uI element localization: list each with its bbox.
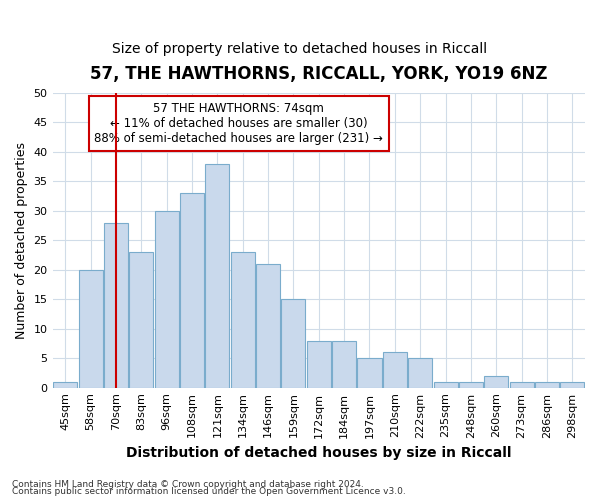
Bar bbox=[53, 382, 77, 388]
Text: Size of property relative to detached houses in Riccall: Size of property relative to detached ho… bbox=[112, 42, 488, 56]
Bar bbox=[205, 164, 229, 388]
Bar bbox=[256, 264, 280, 388]
Bar bbox=[560, 382, 584, 388]
Bar bbox=[408, 358, 432, 388]
Text: 57 THE HAWTHORNS: 74sqm
← 11% of detached houses are smaller (30)
88% of semi-de: 57 THE HAWTHORNS: 74sqm ← 11% of detache… bbox=[94, 102, 383, 144]
Bar bbox=[383, 352, 407, 388]
Bar bbox=[509, 382, 533, 388]
Bar bbox=[79, 270, 103, 388]
X-axis label: Distribution of detached houses by size in Riccall: Distribution of detached houses by size … bbox=[126, 446, 512, 460]
Text: Contains public sector information licensed under the Open Government Licence v3: Contains public sector information licen… bbox=[12, 487, 406, 496]
Bar bbox=[180, 193, 204, 388]
Bar bbox=[281, 299, 305, 388]
Bar bbox=[434, 382, 458, 388]
Bar bbox=[129, 252, 154, 388]
Text: Contains HM Land Registry data © Crown copyright and database right 2024.: Contains HM Land Registry data © Crown c… bbox=[12, 480, 364, 489]
Bar bbox=[484, 376, 508, 388]
Bar bbox=[155, 211, 179, 388]
Title: 57, THE HAWTHORNS, RICCALL, YORK, YO19 6NZ: 57, THE HAWTHORNS, RICCALL, YORK, YO19 6… bbox=[90, 65, 548, 83]
Bar bbox=[535, 382, 559, 388]
Y-axis label: Number of detached properties: Number of detached properties bbox=[15, 142, 28, 339]
Bar bbox=[307, 340, 331, 388]
Bar bbox=[459, 382, 483, 388]
Bar bbox=[104, 222, 128, 388]
Bar bbox=[230, 252, 255, 388]
Bar bbox=[358, 358, 382, 388]
Bar bbox=[332, 340, 356, 388]
